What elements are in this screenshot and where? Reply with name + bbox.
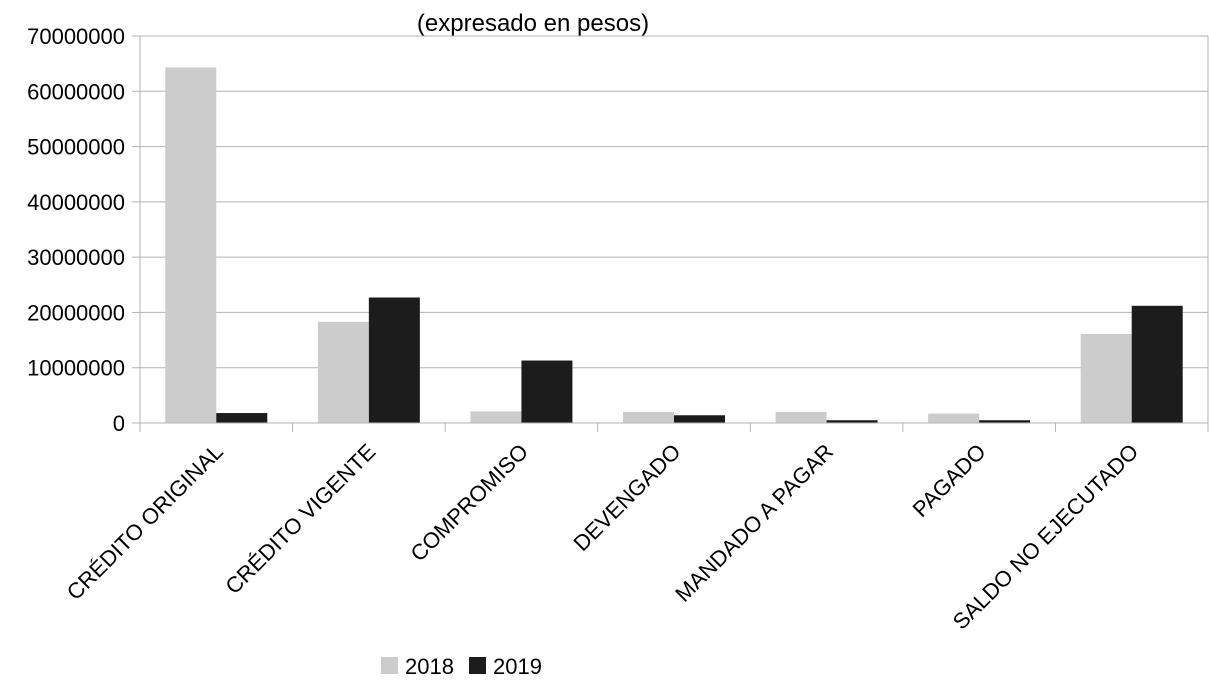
bars [165, 67, 1183, 424]
bar-2019-3 [521, 360, 573, 423]
x-category-label: COMPROMISO [406, 439, 533, 566]
y-tick-label: 70000000 [27, 24, 125, 49]
bar-2019-2 [368, 297, 420, 423]
chart-subtitle: (expresado en pesos) [417, 10, 649, 37]
bar-2018-1 [165, 67, 217, 424]
bar-2018-5 [775, 411, 827, 423]
y-tick-label: 30000000 [27, 245, 125, 270]
legend: 2018 2019 [381, 654, 542, 679]
x-category-label: DEVENGADO [568, 439, 685, 556]
legend-label-2019: 2019 [493, 654, 542, 679]
x-category-label: CRÉDITO VIGENTE [220, 439, 380, 599]
bar-2019-6 [979, 420, 1031, 423]
x-category-label: CRÉDITO ORIGINAL [62, 439, 228, 605]
y-axis-tick-labels: 0 10000000 20000000 30000000 40000000 5000000… [27, 24, 125, 436]
y-tick-label: 50000000 [27, 135, 125, 160]
y-tick-label: 40000000 [27, 190, 125, 215]
bar-2018-4 [623, 411, 674, 423]
legend-swatch-2019 [469, 657, 486, 674]
y-tick-label: 10000000 [27, 356, 125, 381]
y-tick-label: 20000000 [27, 300, 125, 325]
bar-2018-2 [317, 321, 369, 423]
bar-2018-7 [1080, 333, 1132, 423]
bar-2019-4 [674, 415, 725, 423]
gridlines [132, 35, 1208, 424]
bar-2018-3 [470, 411, 522, 423]
legend-label-2018: 2018 [405, 654, 454, 679]
bar-2019-5 [826, 420, 878, 423]
bar-2019-7 [1131, 305, 1183, 423]
x-category-label: MANDADO A PAGAR [670, 439, 838, 607]
x-category-label: PAGADO [908, 439, 991, 522]
y-tick-label: 60000000 [27, 79, 125, 104]
y-tick-label: 0 [113, 411, 125, 436]
legend-swatch-2018 [381, 657, 398, 674]
bar-2018-6 [928, 413, 980, 423]
axes [139, 36, 1209, 432]
bar-2019-1 [216, 413, 268, 423]
